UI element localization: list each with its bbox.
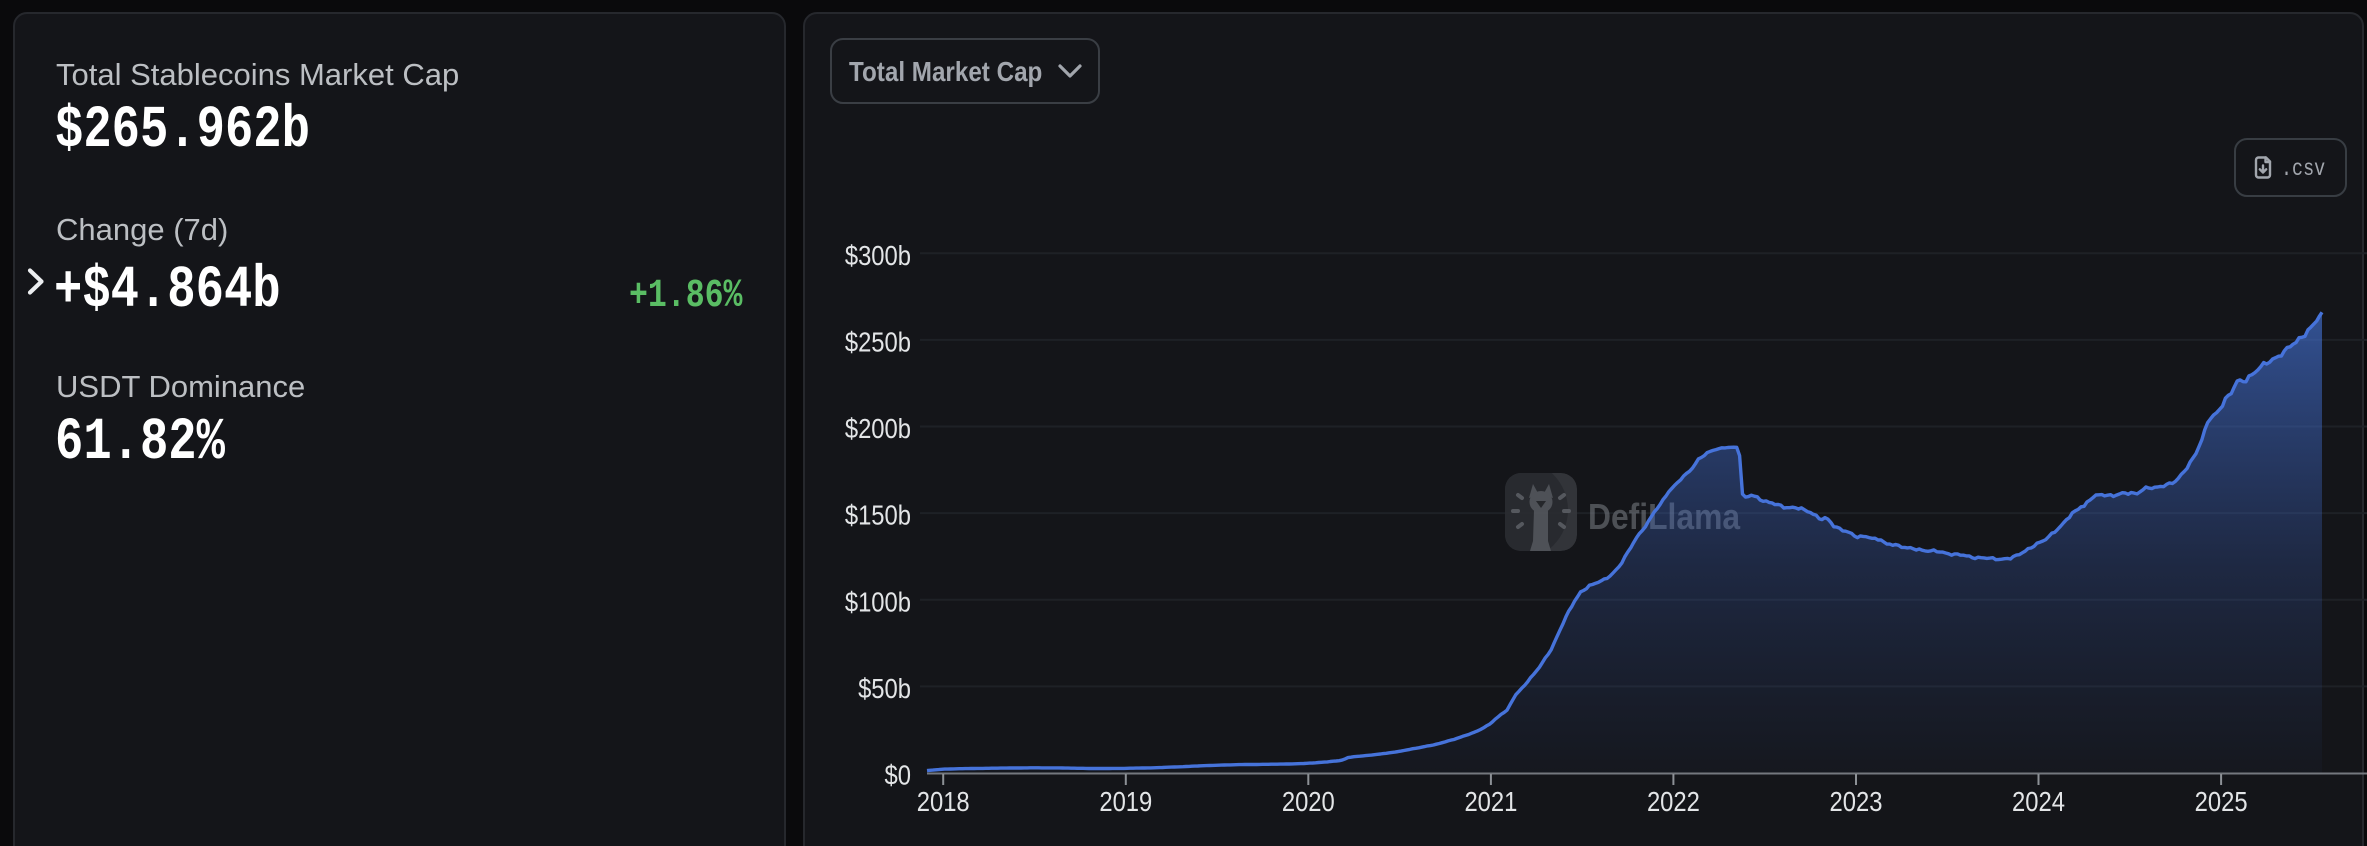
- svg-text:$200b: $200b: [845, 412, 911, 444]
- svg-text:2025: 2025: [2195, 785, 2248, 817]
- svg-text:$100b: $100b: [845, 585, 911, 617]
- svg-text:2021: 2021: [1464, 785, 1517, 817]
- svg-text:$50b: $50b: [858, 672, 911, 704]
- svg-text:2020: 2020: [1282, 785, 1335, 817]
- svg-text:$0: $0: [885, 759, 911, 791]
- svg-text:2019: 2019: [1099, 785, 1152, 817]
- svg-text:$250b: $250b: [845, 326, 911, 358]
- svg-text:2023: 2023: [1830, 785, 1883, 817]
- svg-text:2024: 2024: [2012, 785, 2065, 817]
- svg-text:$300b: $300b: [845, 239, 911, 271]
- svg-text:$150b: $150b: [845, 499, 911, 531]
- svg-text:2022: 2022: [1647, 785, 1700, 817]
- svg-text:2018: 2018: [917, 785, 970, 817]
